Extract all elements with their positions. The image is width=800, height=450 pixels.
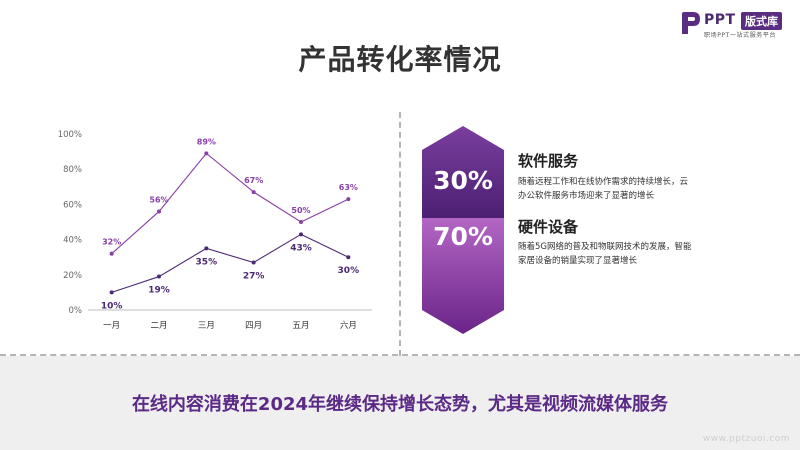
data-point [157,274,161,279]
stat-hexagon-hardware: 70% [422,218,504,334]
y-tick-label: 60% [63,200,82,210]
data-label: 30% [338,266,360,276]
stat-title-software: 软件服务 [518,152,579,170]
footer-band [0,356,800,450]
data-label: 43% [290,243,312,253]
desc-line: 随着远程工作和在线协作需求的持续增长，云 [518,177,689,187]
horizontal-divider [0,354,800,356]
data-label: 56% [149,195,168,204]
footer-summary: 在线内容消费在2024年继续保持增长态势，尤其是视频流媒体服务 [131,394,669,415]
desc-line: 家居设备的销量实现了显著增长 [518,256,638,266]
hexagon-shape [422,218,504,334]
x-tick-label: 五月 [292,321,309,331]
desc-line: 办公软件服务市场迎来了显著的增长 [518,191,655,201]
x-tick-label: 三月 [198,321,215,331]
y-tick-label: 100% [58,130,82,140]
logo-tagline: 职场PPT一站式服务平台 [704,32,777,39]
y-tick-label: 80% [63,165,82,175]
data-point [204,246,209,251]
data-point [299,220,303,224]
data-point [251,260,256,265]
logo-mark-icon [682,12,700,34]
x-tick-label: 二月 [150,321,167,331]
data-label: 67% [244,176,263,185]
data-point [251,190,256,195]
x-tick-label: 六月 [340,320,357,331]
data-point [109,290,114,295]
data-label: 32% [102,238,121,247]
data-point [346,255,351,260]
y-tick-label: 0% [69,306,83,316]
y-tick-label: 40% [63,236,82,246]
logo-text: PPT [704,12,736,28]
data-point [299,232,303,237]
y-tick-label: 20% [63,271,82,281]
stat-value-hardware: 70% [433,222,493,251]
brand-logo: PPT 版式库 职场PPT一站式服务平台 [680,8,796,40]
series-line-2 [111,233,349,293]
stat-desc-hardware: 随着5G网络的普及和物联网技术的发展，智能 家居设备的销量实现了显著增长 [518,240,728,268]
data-label: 63% [339,183,358,192]
vertical-divider [399,112,401,356]
data-label: 50% [291,206,310,215]
watermark: www.pptzuoi.com [702,434,790,444]
data-point [109,251,114,256]
logo-badge: 版式库 [741,12,782,30]
series-line-1 [111,152,349,255]
data-point [157,209,161,214]
data-point [204,151,209,156]
data-label: 35% [196,257,218,267]
page-title: 产品转化率情况 [298,43,502,76]
stat-hexagon-software: 30% [422,126,504,222]
line-chart: 0% 20% 40% 60% 80% 100% 一月 二月 三月 四月 五月 六月 32% 56% 89% 6… [58,130,372,331]
hexagon-shape [422,126,504,222]
data-label: 89% [197,137,216,146]
data-point [346,197,351,202]
stat-value-software: 30% [433,166,493,195]
stat-desc-software: 随着远程工作和在线协作需求的持续增长，云 办公软件服务市场迎来了显著的增长 [518,175,728,203]
desc-line: 随着5G网络的普及和物联网技术的发展，智能 [518,242,692,252]
data-label: 19% [148,286,170,296]
data-label: 27% [243,271,265,281]
x-tick-label: 一月 [103,321,120,331]
x-tick-label: 四月 [245,321,262,331]
stat-title-hardware: 硬件设备 [518,218,579,236]
data-label: 10% [101,301,123,311]
